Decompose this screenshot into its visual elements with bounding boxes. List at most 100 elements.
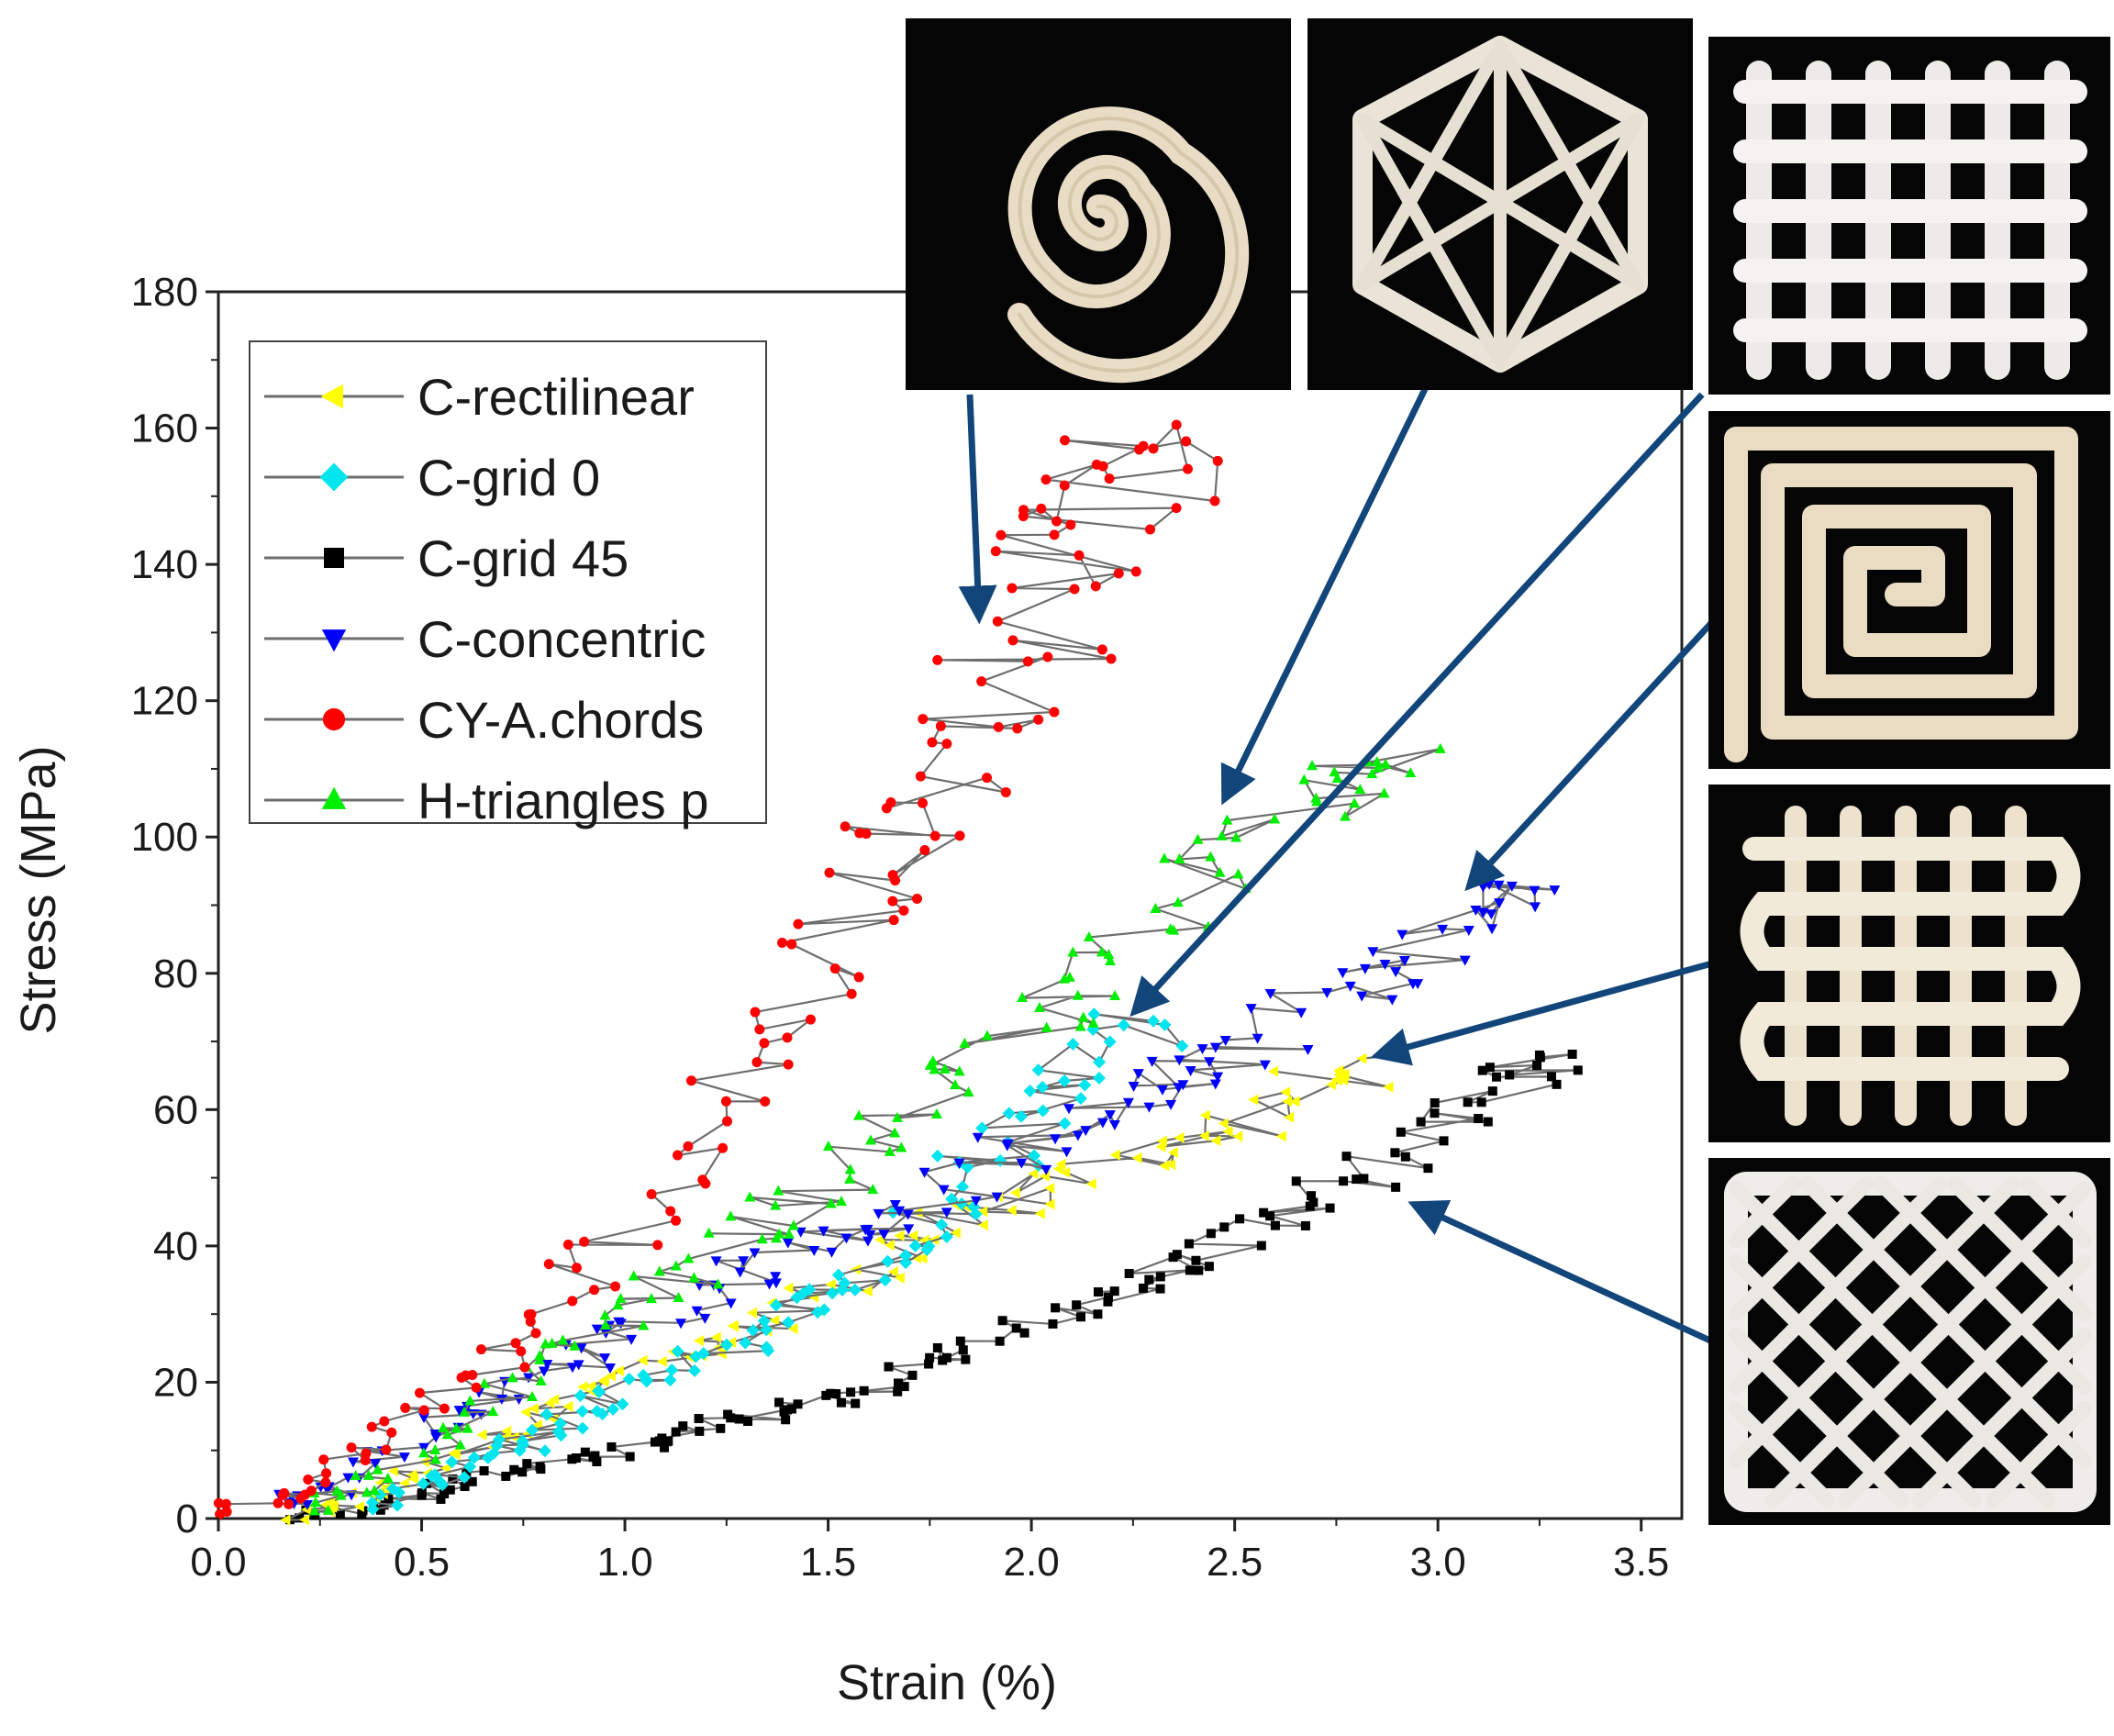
series-cy-a-chords [213, 419, 1223, 1519]
data-point [1028, 1168, 1039, 1180]
data-point [1031, 1063, 1045, 1077]
data-point [770, 1272, 782, 1283]
data-point [536, 1464, 546, 1474]
data-point [362, 1469, 374, 1480]
data-point [746, 1323, 760, 1337]
data-point [1505, 1070, 1515, 1080]
data-point [1219, 1222, 1229, 1232]
data-point [637, 1354, 648, 1366]
data-point [925, 1352, 935, 1363]
x-tick-label: 3.5 [1613, 1540, 1669, 1585]
data-point [899, 1256, 913, 1270]
data-point [595, 1407, 609, 1420]
data-point [1172, 1250, 1182, 1260]
y-tick-label: 180 [131, 270, 198, 315]
data-point [746, 1307, 757, 1319]
data-point [1534, 1050, 1544, 1060]
data-point [1275, 1130, 1286, 1142]
data-point [538, 1444, 551, 1458]
data-point [1476, 1097, 1486, 1107]
data-point [694, 1414, 704, 1424]
data-point [1270, 1220, 1280, 1230]
data-point [1039, 1170, 1050, 1182]
data-point [418, 1405, 429, 1416]
data-point [1289, 1096, 1300, 1107]
data-point [459, 1406, 471, 1417]
data-point [924, 1359, 934, 1369]
data-point [670, 1260, 682, 1271]
data-point [379, 1416, 390, 1427]
data-point [1018, 511, 1029, 522]
data-point [615, 1293, 627, 1304]
data-point [1065, 519, 1076, 530]
data-point [1109, 989, 1121, 1000]
data-point [1210, 1135, 1221, 1147]
data-point [579, 1236, 590, 1247]
data-point [454, 1439, 466, 1450]
ticks-layer: 0.0 0.5 1.0 1.5 2.0 2.5 3.0 3.5 0 20 40 60 80 100 120 1… [131, 270, 1670, 1585]
data-point [899, 1249, 913, 1263]
data-point [955, 1336, 965, 1346]
data-point [1000, 786, 1011, 797]
data-point [628, 1270, 640, 1281]
data-point [1077, 1011, 1089, 1022]
data-point [335, 1508, 345, 1519]
legend-marker [320, 384, 343, 409]
data-point [1072, 989, 1084, 1000]
data-point [1185, 1065, 1196, 1076]
data-point [1248, 1094, 1259, 1106]
data-point [1168, 924, 1180, 935]
data-point [782, 1032, 793, 1043]
data-point [360, 1454, 371, 1465]
data-point [1132, 1069, 1144, 1080]
data-point [659, 1442, 669, 1452]
data-point [1060, 435, 1071, 446]
data-point [981, 1029, 993, 1040]
data-point [1331, 773, 1343, 784]
data-point [835, 1196, 847, 1207]
data-point [1128, 1081, 1140, 1092]
data-point [844, 1173, 856, 1184]
data-point [1209, 1042, 1221, 1053]
data-point [725, 1210, 737, 1221]
data-point [1302, 1045, 1314, 1056]
data-point [826, 1247, 838, 1258]
data-point [1165, 1159, 1176, 1171]
data-point [1280, 1086, 1291, 1098]
data-point [382, 1473, 394, 1484]
y-tick-label: 140 [131, 542, 198, 587]
data-point [1103, 949, 1115, 960]
data-point [467, 1476, 477, 1486]
data-point [818, 1303, 831, 1317]
legend-label: C-grid 0 [417, 449, 600, 506]
data-point [1252, 1033, 1263, 1044]
data-point [1298, 773, 1310, 785]
data-point [1040, 1021, 1052, 1032]
data-point [526, 1391, 538, 1402]
data-point [501, 1471, 511, 1481]
data-point [1009, 1187, 1020, 1199]
data-point [1060, 1166, 1071, 1178]
data-point [1173, 1083, 1185, 1094]
data-point [445, 1455, 459, 1469]
data-point [438, 1421, 450, 1432]
data-point [588, 1452, 598, 1462]
data-point [1332, 1074, 1343, 1086]
data-point [1282, 1096, 1293, 1107]
data-point [760, 1323, 773, 1337]
data-point [1549, 885, 1561, 896]
data-point [425, 1469, 439, 1483]
data-point [384, 1494, 394, 1504]
series-c-grid-45 [284, 1049, 1583, 1525]
data-point [1326, 1079, 1337, 1091]
data-point [1159, 852, 1171, 863]
data-point [958, 1345, 968, 1355]
data-point [1103, 1296, 1113, 1307]
data-point [1232, 1130, 1243, 1142]
data-point [543, 1259, 554, 1270]
data-point [1412, 979, 1424, 990]
data-point [1144, 1274, 1154, 1285]
data-point [1083, 931, 1095, 942]
data-point [774, 1397, 784, 1408]
data-point [962, 1086, 974, 1097]
